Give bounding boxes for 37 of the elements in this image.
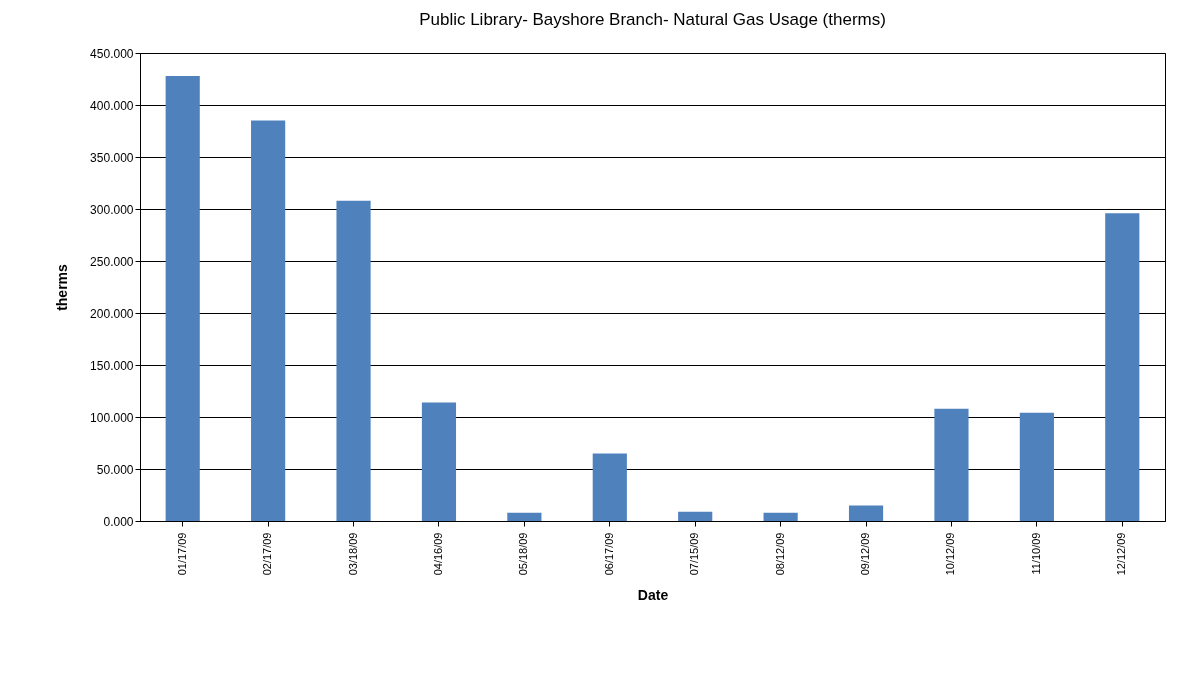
x-tick-label: 09/12/09 [859,532,872,576]
y-tick-label: 100.000 [90,410,134,425]
bar [592,453,627,521]
y-tick-label: 150.000 [90,358,134,373]
bar [1105,213,1140,521]
bar [165,75,200,521]
chart-title: Public Library- Bayshore Branch- Natural Gas Usage (therms) [419,10,886,29]
bar [848,505,884,521]
x-tick-label: 06/17/09 [602,532,615,576]
x-tick-label: 08/12/09 [773,532,786,576]
y-tick-label: 250.000 [90,254,134,269]
x-tick-label: 10/12/09 [944,532,957,576]
bar [763,512,798,521]
bar [251,120,286,521]
bar [421,402,457,521]
x-tick-label: 07/15/09 [688,532,701,576]
bar [934,408,969,521]
bar [336,200,371,521]
y-tick-label: 400.000 [90,98,134,113]
x-tick-label: 05/18/09 [517,532,530,576]
x-tick-label: 03/18/09 [346,532,359,576]
y-tick-label: 350.000 [90,150,134,165]
x-tick-label: 12/12/09 [1115,532,1128,576]
y-tick-label: 50.000 [96,462,134,477]
x-tick-label: 01/17/09 [175,532,188,576]
y-tick-label: 300.000 [90,202,134,217]
y-tick-label: 0.000 [103,514,134,529]
x-tick-label: 11/10/09 [1029,532,1042,575]
x-tick-label: 04/16/09 [431,532,444,576]
bar [1019,412,1054,521]
y-axis-title: therms [54,263,71,311]
bar [507,512,542,521]
x-axis-title: Date [637,587,669,604]
y-tick-label: 200.000 [90,306,134,321]
y-tick-label: 450.000 [90,46,134,61]
bar [678,511,713,521]
x-tick-label: 02/17/09 [261,532,274,576]
